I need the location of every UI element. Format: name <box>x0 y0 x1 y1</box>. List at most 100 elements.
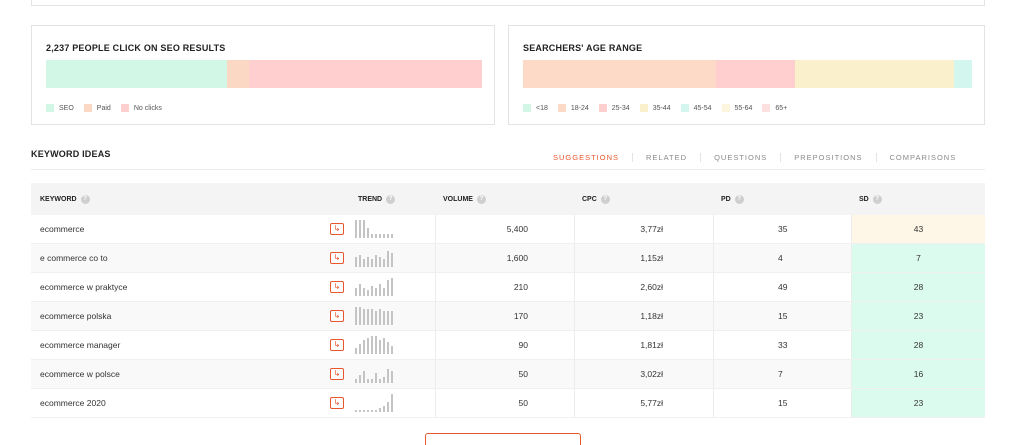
arrow-right-box-icon[interactable]: ↳ <box>330 252 344 264</box>
trend-bar <box>391 311 393 325</box>
trend-bar <box>363 340 365 354</box>
trend-bar <box>367 379 369 383</box>
keyword-text[interactable]: ecommerce 2020 <box>40 398 106 408</box>
pd-value: 33 <box>778 340 788 350</box>
trend-bar <box>355 257 357 267</box>
arrow-right-box-icon[interactable]: ↳ <box>330 368 344 380</box>
trend-bar <box>371 259 373 267</box>
legend-label: <18 <box>536 104 548 112</box>
trend-bar <box>371 336 373 354</box>
seo-clicks-bar <box>46 60 482 88</box>
trend-bar <box>367 257 369 267</box>
load-more-button[interactable] <box>425 433 581 445</box>
volume-cell: 1,600 <box>435 244 574 272</box>
trend-bar <box>371 379 373 383</box>
legend-item: 18-24 <box>557 104 589 112</box>
age-segment-18-24 <box>523 60 717 88</box>
keyword-text[interactable]: e commerce co to <box>40 253 108 263</box>
volume-cell: 5,400 <box>435 215 574 243</box>
sd-cell: 43 <box>851 215 985 243</box>
volume-value: 170 <box>513 311 528 321</box>
trend-bar <box>363 371 365 383</box>
trend-bar <box>383 259 385 267</box>
cpc-value: 2,60zł <box>640 282 663 292</box>
pd-value: 15 <box>778 311 788 321</box>
legend-swatch <box>523 104 531 112</box>
trend-sparkline <box>355 278 395 296</box>
question-circle-icon[interactable]: ? <box>734 194 744 204</box>
volume-cell: 90 <box>435 331 574 359</box>
table-row[interactable]: ecommerce w praktyce ↳ 210 2,60zł 49 28 <box>31 273 985 302</box>
legend-label: 35-44 <box>652 104 671 112</box>
arrow-right-box-icon[interactable]: ↳ <box>330 223 344 235</box>
trend-bar <box>355 220 357 238</box>
tab-comparisons[interactable]: COMPARISONS <box>875 153 970 162</box>
table-row[interactable]: ecommerce ↳ 5,400 3,77zł 35 43 <box>31 215 985 244</box>
sd-value: 28 <box>913 340 924 350</box>
table-row[interactable]: ecommerce manager ↳ 90 1,81zł 33 28 <box>31 331 985 360</box>
seo-clicks-title: 2,237 PEOPLE CLICK ON SEO RESULTS <box>46 43 226 53</box>
column-header-sd[interactable]: SD? <box>851 183 985 215</box>
arrow-right-box-icon[interactable]: ↳ <box>330 281 344 293</box>
age-segment-35-44 <box>794 60 955 88</box>
trend-bar <box>379 408 381 412</box>
tab-prepositions[interactable]: PREPOSITIONS <box>780 153 875 162</box>
legend-swatch <box>46 104 54 112</box>
legend-item: SEO <box>46 104 74 112</box>
keyword-text[interactable]: ecommerce <box>40 224 85 234</box>
column-header-volume[interactable]: VOLUME? <box>435 183 574 215</box>
pd-value: 15 <box>778 398 788 408</box>
table-header: KEYWORD? TREND? VOLUME? CPC? PD? SD? <box>31 183 985 215</box>
arrow-right-box-icon[interactable]: ↳ <box>330 339 344 351</box>
pd-cell: 15 <box>713 389 851 417</box>
question-circle-icon[interactable]: ? <box>80 194 90 204</box>
arrow-right-box-icon[interactable]: ↳ <box>330 397 344 409</box>
keyword-text[interactable]: ecommerce w polsce <box>40 369 120 379</box>
legend-label: 55-64 <box>734 104 753 112</box>
trend-bar <box>383 406 385 412</box>
trend-bar <box>363 259 365 267</box>
trend-bar <box>359 375 361 383</box>
trend-bar <box>359 410 361 412</box>
keyword-text[interactable]: ecommerce polska <box>40 311 112 321</box>
question-circle-icon[interactable]: ? <box>476 194 486 204</box>
volume-cell: 50 <box>435 389 574 417</box>
column-header-pd[interactable]: PD? <box>713 183 851 215</box>
trend-sparkline <box>355 220 395 238</box>
trend-bar <box>367 410 369 412</box>
clicks-segment-seo <box>46 60 227 88</box>
legend-item: <18 <box>523 104 548 112</box>
trend-bar <box>367 309 369 325</box>
question-circle-icon[interactable]: ? <box>872 194 882 204</box>
table-row[interactable]: ecommerce polska ↳ 170 1,18zł 15 23 <box>31 302 985 331</box>
legend-label: 65+ <box>775 104 788 112</box>
volume-cell: 50 <box>435 360 574 388</box>
tab-suggestions[interactable]: SUGGESTIONS <box>553 153 620 162</box>
tab-related[interactable]: RELATED <box>632 153 700 162</box>
trend-bar <box>391 394 393 412</box>
trend-bar <box>375 255 377 267</box>
table-row[interactable]: e commerce co to ↳ 1,600 1,15zł 4 7 <box>31 244 985 273</box>
trend-bar <box>379 379 381 383</box>
keyword-cell: ecommerce w polsce ↳ <box>31 360 350 388</box>
tab-questions[interactable]: QUESTIONS <box>700 153 780 162</box>
trend-cell <box>350 244 435 272</box>
trend-bar <box>387 234 389 238</box>
column-header-cpc[interactable]: CPC? <box>574 183 713 215</box>
volume-value: 1,600 <box>506 253 528 263</box>
trend-bar <box>359 255 361 267</box>
age-segment-25-34 <box>716 60 795 88</box>
table-row[interactable]: ecommerce 2020 ↳ 50 5,77zł 15 23 <box>31 389 985 418</box>
arrow-right-box-icon[interactable]: ↳ <box>330 310 344 322</box>
trend-bar <box>391 278 393 296</box>
trend-bar <box>391 371 393 383</box>
keyword-text[interactable]: ecommerce w praktyce <box>40 282 128 292</box>
trend-bar <box>391 346 393 354</box>
question-circle-icon[interactable]: ? <box>386 194 396 204</box>
cpc-cell: 1,18zł <box>574 302 713 330</box>
keyword-text[interactable]: ecommerce manager <box>40 340 121 350</box>
cpc-cell: 1,15zł <box>574 244 713 272</box>
age-range-card: SEARCHERS' AGE RANGE <18 18-24 25-34 35-44 4… <box>508 25 985 125</box>
table-row[interactable]: ecommerce w polsce ↳ 50 3,02zł 7 16 <box>31 360 985 389</box>
question-circle-icon[interactable]: ? <box>600 194 610 204</box>
